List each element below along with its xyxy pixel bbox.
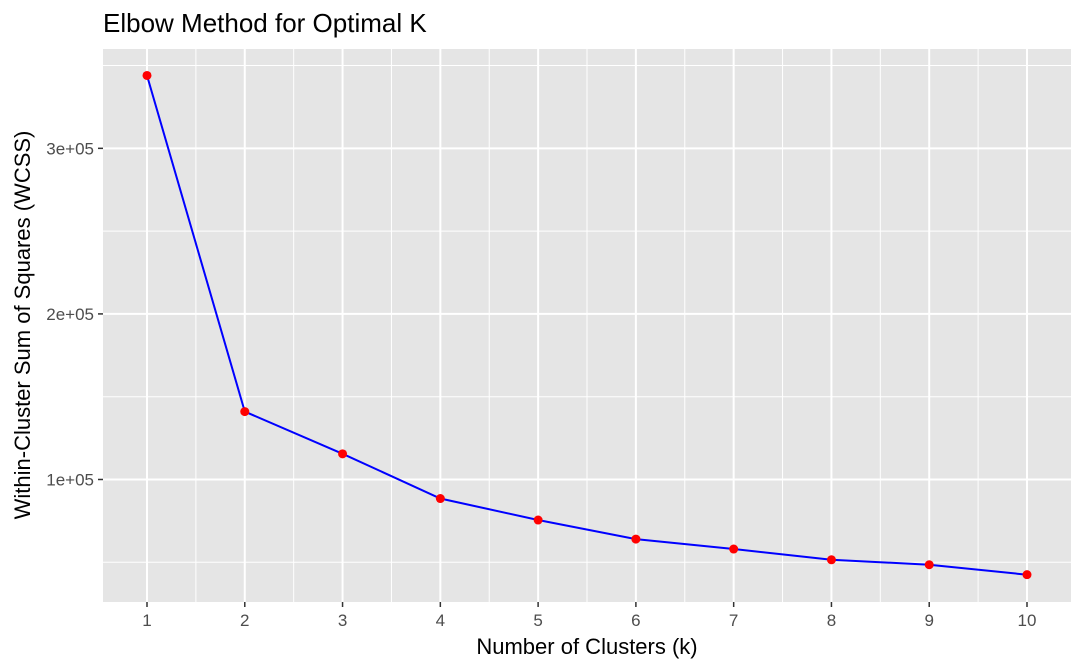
data-point bbox=[435, 494, 445, 504]
x-tick-label: 1 bbox=[142, 611, 151, 630]
x-tick-label: 5 bbox=[533, 611, 542, 630]
chart-title: Elbow Method for Optimal K bbox=[103, 8, 427, 38]
x-tick-label: 4 bbox=[436, 611, 445, 630]
data-point bbox=[533, 515, 543, 525]
minor-gridlines bbox=[103, 49, 1071, 602]
x-tick-label: 8 bbox=[827, 611, 836, 630]
y-tick-label: 2e+05 bbox=[46, 305, 94, 324]
y-axis-ticks: 1e+05 2e+05 3e+05 bbox=[46, 139, 103, 489]
y-axis-title: Within-Cluster Sum of Squares (WCSS) bbox=[10, 131, 35, 520]
x-axis-title: Number of Clusters (k) bbox=[476, 634, 697, 659]
x-tick-label: 7 bbox=[729, 611, 738, 630]
major-gridlines bbox=[103, 49, 1071, 602]
data-point bbox=[338, 449, 348, 459]
y-tick-label: 1e+05 bbox=[46, 470, 94, 489]
x-axis-ticks: 1 2 3 4 5 6 7 8 9 10 bbox=[142, 602, 1036, 630]
wcss-series bbox=[142, 70, 1032, 580]
x-tick-label: 10 bbox=[1018, 611, 1037, 630]
x-tick-label: 3 bbox=[338, 611, 347, 630]
y-tick-label: 3e+05 bbox=[46, 139, 94, 158]
x-tick-label: 2 bbox=[240, 611, 249, 630]
data-point bbox=[142, 70, 152, 80]
x-tick-label: 9 bbox=[924, 611, 933, 630]
data-point bbox=[1022, 570, 1032, 580]
data-point bbox=[631, 534, 641, 544]
data-point bbox=[729, 544, 739, 554]
series-line bbox=[146, 75, 1028, 576]
x-tick-label: 6 bbox=[631, 611, 640, 630]
data-point bbox=[240, 407, 250, 417]
data-point bbox=[826, 555, 836, 565]
data-point bbox=[924, 560, 934, 570]
